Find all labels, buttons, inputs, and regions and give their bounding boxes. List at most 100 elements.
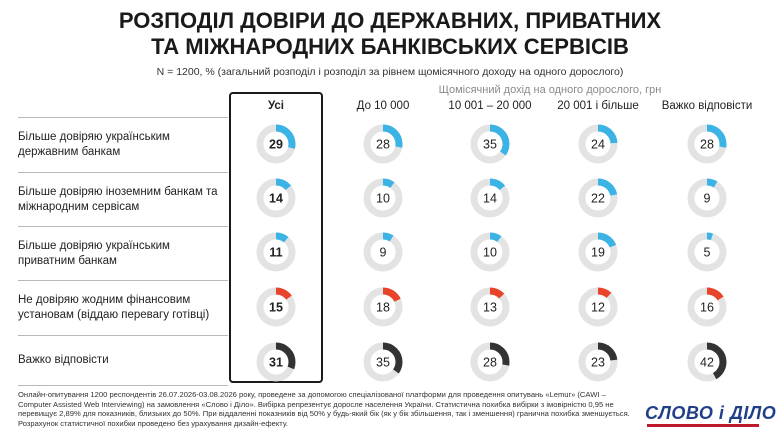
donut-value-arc [470,232,510,272]
donut-value-label: 5 [704,246,711,260]
income-group-label: Щомісячний дохід на одного дорослого, гр… [438,84,662,96]
donut: 13 [470,287,510,327]
donut: 31 [256,342,296,382]
donut-value-arc [256,178,296,218]
row-separator [18,117,228,118]
donut-value-arc [363,124,403,164]
donut: 28 [470,342,510,382]
column-header: 20 001 і більше [557,100,639,112]
donut: 35 [470,124,510,164]
donut: 23 [578,342,618,382]
row-separator [18,385,228,386]
donut-value-arc [578,287,618,327]
donut-value-arc [578,232,618,272]
donut-value-label: 22 [591,192,605,206]
row-label: Більше довіряю українським приватним бан… [18,239,170,267]
row-separator [18,280,228,281]
donut: 24 [578,124,618,164]
donut-value-arc [687,342,727,382]
donut-value-arc [470,342,510,382]
row-separator [18,172,228,173]
column-header: До 10 000 [356,100,410,112]
donut-value-label: 9 [380,246,387,260]
donut-value-arc [256,124,296,164]
logo-underline [647,424,759,427]
donut-value-label: 16 [700,301,714,315]
donut-value-label: 19 [591,246,605,260]
donut-value-label: 10 [483,246,497,260]
row-label: Не довіряю жодним фінансовим установам (… [18,294,210,321]
donut-value-label: 28 [700,138,714,152]
donut-value-label: 10 [376,192,390,206]
chart-subtitle: N = 1200, % (загальний розподіл і розпод… [156,66,624,78]
row-label: Важко відповісти [18,354,109,366]
row-label: Більше довіряю іноземним банкам та міжна… [18,185,218,213]
donut-value-arc [256,232,296,272]
column-header: Важко відповісти [661,100,753,112]
page-title: РОЗПОДІЛ ДОВІРИ ДО ДЕРЖАВНИХ, ПРИВАТНИХ … [0,8,780,60]
title-line-2: ТА МІЖНАРОДНИХ БАНКІВСЬКИХ СЕРВІСІВ [151,34,629,59]
donut-value-arc [363,178,403,218]
donut-value-arc [578,124,618,164]
donut-value-label: 35 [376,356,390,370]
donut-value-label: 9 [704,192,711,206]
methodology-footnote: Онлайн-опитування 1200 респондентів 26.0… [18,390,630,428]
donut-value-arc [687,178,727,218]
row-separator [18,226,228,227]
donut: 9 [363,232,403,272]
donut-value-label: 42 [700,356,714,370]
donut: 12 [578,287,618,327]
donut-value-arc [256,342,296,382]
donut-value-arc [470,178,510,218]
donut-value-label: 28 [376,138,390,152]
donut-value-arc [578,342,618,382]
donut-value-arc [470,124,510,164]
donut: 9 [687,178,727,218]
donut-value-arc [363,287,403,327]
donut-value-label: 35 [483,138,497,152]
donut-value-arc [256,287,296,327]
donut-value-label: 12 [591,301,605,315]
donut-value-arc [687,232,727,272]
donut: 15 [256,287,296,327]
column-header: Усі [267,100,285,112]
column-header: 10 001 – 20 000 [448,100,532,112]
donut-value-label: 23 [591,356,605,370]
donut-value-arc [687,287,727,327]
donut: 22 [578,178,618,218]
donut-value-label: 13 [483,301,497,315]
donut: 28 [363,124,403,164]
donut-value-label: 15 [269,301,283,315]
donut: 10 [363,178,403,218]
donut: 14 [470,178,510,218]
donut: 16 [687,287,727,327]
donut-value-arc [470,287,510,327]
donut: 19 [578,232,618,272]
row-separator [18,335,228,336]
all-column-highlight [229,92,323,383]
donut: 29 [256,124,296,164]
brand-logo: СЛОВО і ДІЛО [645,403,777,423]
donut-value-label: 18 [376,301,390,315]
donut: 14 [256,178,296,218]
donut: 11 [256,232,296,272]
donut: 18 [363,287,403,327]
donut-value-label: 24 [591,138,605,152]
donut-value-label: 11 [269,246,282,260]
donut-value-arc [363,232,403,272]
donut: 42 [687,342,727,382]
donut-value-label: 14 [483,192,497,206]
title-line-1: РОЗПОДІЛ ДОВІРИ ДО ДЕРЖАВНИХ, ПРИВАТНИХ [118,8,662,33]
donut-value-label: 31 [269,356,283,370]
donut-value-label: 29 [269,138,283,152]
donut-value-arc [363,342,403,382]
donut-value-arc [687,124,727,164]
donut: 5 [687,232,727,272]
donut: 28 [687,124,727,164]
donut: 35 [363,342,403,382]
donut-value-label: 28 [483,356,497,370]
donut-value-label: 14 [269,192,283,206]
row-label: Більше довіряю українським державним бан… [18,131,170,158]
donut-value-arc [578,178,618,218]
